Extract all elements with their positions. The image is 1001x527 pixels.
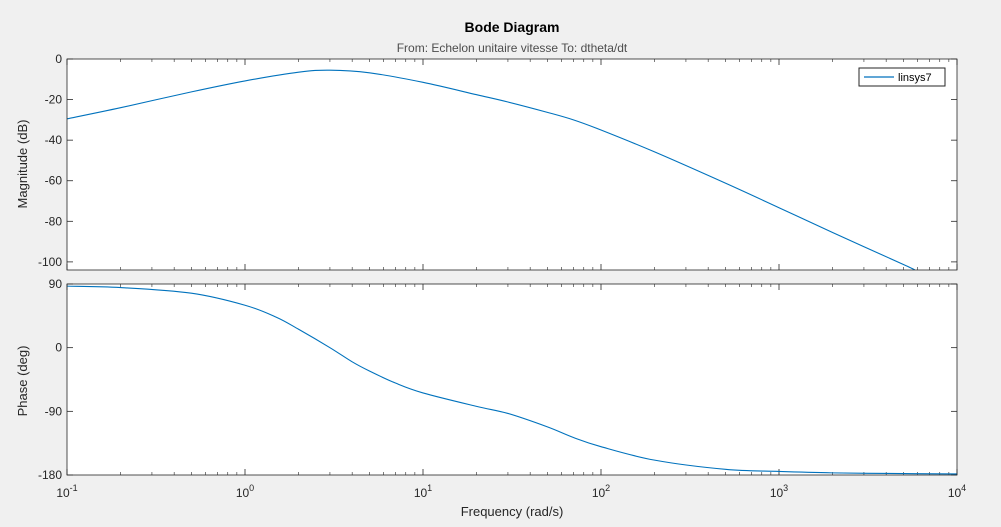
x-axis-label: Frequency (rad/s): [461, 504, 564, 519]
magnitude-axes-frame: [66, 58, 958, 271]
phase-ytick-label: 90: [49, 277, 63, 291]
x-tick-label: 104: [948, 483, 966, 500]
phase-panel: 90 0 -90 -180: [38, 277, 958, 482]
chart-title: Bode Diagram: [465, 19, 560, 35]
magnitude-panel: 0 -20 -40 -60 -80 -100: [38, 52, 958, 271]
magnitude-ytick-label: 0: [55, 52, 62, 66]
phase-axes-frame: [66, 283, 958, 476]
legend-label: linsys7: [898, 72, 932, 84]
phase-ytick-label: 0: [55, 341, 62, 355]
phase-ytick-label: -180: [38, 468, 62, 482]
mag-ylabel: Magnitude (dB): [15, 120, 30, 209]
x-tick-label: 10-1: [56, 483, 77, 500]
legend-box: [858, 67, 946, 87]
x-tick-label: 103: [770, 483, 788, 500]
magnitude-series-line: [67, 69, 916, 270]
x-tick-label: 100: [236, 483, 254, 500]
phase-ylabel: Phase (deg): [15, 346, 30, 417]
phase-ytick-label: -90: [45, 404, 63, 418]
x-tick-label: 102: [592, 483, 610, 500]
magnitude-ytick-label: -40: [45, 133, 63, 147]
magnitude-ytick-label: -80: [45, 214, 63, 228]
magnitude-ytick-label: -20: [45, 93, 63, 107]
magnitude-ytick-label: -100: [38, 255, 62, 269]
phase-series-line: [67, 285, 957, 475]
x-tick-labels: 10-1 100 101 102 103 104: [56, 483, 966, 500]
x-tick-label: 101: [414, 483, 432, 500]
phase-plot-area[interactable]: [67, 284, 957, 475]
magnitude-plot-area[interactable]: [67, 59, 957, 270]
magnitude-ytick-label: -60: [45, 174, 63, 188]
chart-subtitle: From: Echelon unitaire vitesse To: dthet…: [397, 41, 628, 55]
legend[interactable]: linsys7: [858, 67, 946, 87]
